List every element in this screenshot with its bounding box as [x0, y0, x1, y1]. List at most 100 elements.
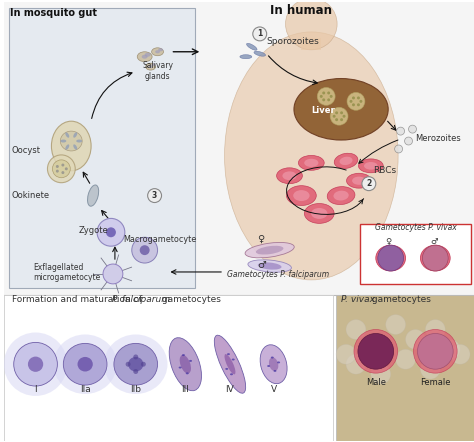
Circle shape: [405, 137, 412, 145]
Circle shape: [409, 125, 417, 133]
Ellipse shape: [186, 372, 189, 374]
Ellipse shape: [420, 245, 450, 271]
Ellipse shape: [152, 63, 155, 66]
Text: 3: 3: [152, 191, 157, 200]
Circle shape: [106, 227, 116, 237]
Circle shape: [397, 127, 405, 135]
Circle shape: [327, 98, 330, 101]
Text: P. vivax: P. vivax: [341, 295, 375, 304]
Ellipse shape: [293, 190, 310, 201]
Circle shape: [395, 145, 402, 153]
Circle shape: [346, 354, 366, 374]
Text: IIa: IIa: [80, 385, 91, 394]
Ellipse shape: [104, 335, 167, 394]
Ellipse shape: [180, 355, 191, 373]
Circle shape: [285, 0, 337, 50]
Circle shape: [336, 344, 356, 364]
Ellipse shape: [128, 357, 143, 372]
Text: gametocytes: gametocytes: [369, 295, 431, 304]
Text: Sporozoites: Sporozoites: [267, 37, 319, 46]
Circle shape: [425, 320, 445, 339]
Circle shape: [346, 320, 366, 339]
Ellipse shape: [76, 140, 82, 142]
Ellipse shape: [304, 159, 319, 167]
Ellipse shape: [273, 370, 276, 372]
Circle shape: [147, 189, 162, 202]
Ellipse shape: [269, 358, 278, 371]
Circle shape: [354, 329, 398, 373]
FancyBboxPatch shape: [360, 225, 471, 284]
Circle shape: [366, 335, 386, 354]
Text: IV: IV: [226, 385, 234, 394]
Circle shape: [422, 245, 448, 271]
Ellipse shape: [256, 246, 283, 255]
Text: Macrogametocyte: Macrogametocyte: [123, 235, 196, 244]
Text: Salivary
glands: Salivary glands: [142, 61, 173, 80]
Text: Zygote: Zygote: [78, 226, 108, 235]
Text: Liver: Liver: [311, 106, 335, 115]
Circle shape: [62, 171, 64, 174]
Circle shape: [133, 369, 138, 374]
Ellipse shape: [240, 55, 252, 59]
Circle shape: [140, 245, 150, 255]
Ellipse shape: [225, 354, 236, 374]
Ellipse shape: [64, 343, 107, 385]
Circle shape: [357, 96, 360, 99]
Ellipse shape: [267, 365, 270, 367]
Circle shape: [133, 354, 138, 359]
Circle shape: [126, 362, 130, 367]
FancyBboxPatch shape: [301, 38, 321, 50]
Circle shape: [413, 329, 457, 373]
Text: Gametocytes P. vivax: Gametocytes P. vivax: [374, 223, 456, 232]
Ellipse shape: [245, 243, 294, 258]
Circle shape: [406, 329, 425, 349]
Text: 2: 2: [366, 179, 372, 188]
Ellipse shape: [114, 343, 157, 385]
Text: III: III: [182, 385, 189, 394]
Ellipse shape: [277, 362, 280, 363]
Ellipse shape: [65, 132, 69, 138]
Text: ♂: ♂: [430, 237, 438, 246]
Ellipse shape: [358, 159, 383, 173]
Text: Female: Female: [420, 378, 451, 387]
Ellipse shape: [227, 353, 230, 355]
Ellipse shape: [271, 357, 274, 358]
Circle shape: [343, 115, 346, 118]
Circle shape: [358, 333, 393, 369]
FancyBboxPatch shape: [336, 295, 474, 441]
Text: RBCs: RBCs: [373, 166, 396, 175]
Ellipse shape: [299, 156, 324, 170]
Circle shape: [362, 177, 376, 191]
Ellipse shape: [14, 343, 57, 386]
Circle shape: [357, 103, 360, 106]
Text: Gametocytes P. falciparum: Gametocytes P. falciparum: [227, 270, 329, 279]
Ellipse shape: [225, 368, 228, 370]
Circle shape: [253, 27, 267, 41]
Ellipse shape: [60, 131, 82, 151]
FancyBboxPatch shape: [4, 295, 333, 441]
Text: 1: 1: [257, 30, 263, 38]
Ellipse shape: [334, 153, 358, 168]
Ellipse shape: [179, 366, 182, 369]
Circle shape: [450, 344, 470, 364]
Ellipse shape: [28, 357, 43, 372]
Circle shape: [322, 98, 325, 101]
Ellipse shape: [333, 191, 349, 201]
Circle shape: [330, 107, 348, 125]
Circle shape: [352, 103, 355, 106]
Ellipse shape: [225, 32, 398, 280]
Text: In mosquito gut: In mosquito gut: [10, 8, 97, 18]
Circle shape: [440, 339, 460, 359]
Text: Oocyst: Oocyst: [12, 146, 41, 155]
Text: Male: Male: [366, 378, 386, 387]
Circle shape: [359, 100, 363, 103]
Ellipse shape: [60, 140, 66, 142]
Ellipse shape: [51, 121, 91, 171]
Ellipse shape: [277, 168, 302, 184]
Circle shape: [335, 118, 338, 121]
Circle shape: [340, 118, 343, 121]
Ellipse shape: [155, 50, 160, 53]
Ellipse shape: [149, 65, 153, 68]
Circle shape: [378, 245, 403, 271]
Circle shape: [56, 165, 59, 168]
